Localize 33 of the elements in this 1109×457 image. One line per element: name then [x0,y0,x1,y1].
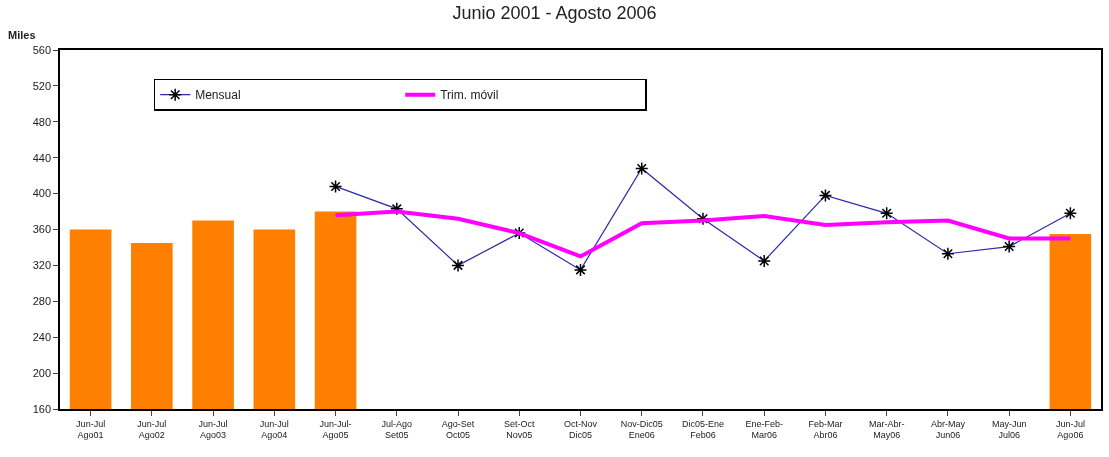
y-tick-label: 400 [32,187,52,200]
x-tick-label: Feb-Mar Abr06 [808,418,843,441]
x-tick-label: Ago-Set Oct05 [441,418,475,441]
x-tick-label: Dic05-Ene Feb06 [681,418,724,441]
y-tick-label: 320 [32,259,52,272]
x-tick-label: Nov-Dic05 Ene06 [620,418,663,441]
chart-title: Junio 2001 - Agosto 2006 [452,3,657,24]
y-tick-label: 360 [32,223,52,236]
legend-label: Trim. móvil [440,88,499,103]
x-tick-label: Jun-Jul Ago04 [259,418,289,441]
y-tick-label: 280 [32,295,52,308]
x-tick-label: Jun-Jul Ago03 [198,418,228,441]
x-tick-label: Jun-Jul- Ago05 [319,418,352,441]
y-tick-label: 160 [32,402,52,415]
x-tick-label: Jun-Jul Ago01 [76,418,106,441]
legend-label: Mensual [195,88,241,103]
x-tick-label: Abr-May Jun06 [930,418,966,441]
y-tick-label: 240 [32,331,52,344]
x-tick-label: Jun-Jul Ago06 [1055,418,1085,441]
y-tick-label: 520 [32,79,52,92]
y-tick-label: 560 [32,43,52,56]
line-series [333,209,1073,259]
x-tick-label: Ene-Feb- Mar06 [745,418,783,441]
x-tick-label: May-Jun Jul06 [991,418,1027,441]
y-tick-label: 440 [32,151,52,164]
x-tick-label: Jun-Jul Ago02 [137,418,167,441]
y-tick-label: 480 [32,115,52,128]
x-tick-label: Set-Oct Nov05 [504,418,536,441]
y-tick-label: 200 [32,366,52,379]
y-axis-title: Miles [8,29,36,41]
x-tick-label: Oct-Nov Dic05 [563,418,598,441]
x-tick-label: Jul-Ago Set05 [381,418,413,441]
x-tick-label: Mar-Abr- May06 [868,418,905,441]
